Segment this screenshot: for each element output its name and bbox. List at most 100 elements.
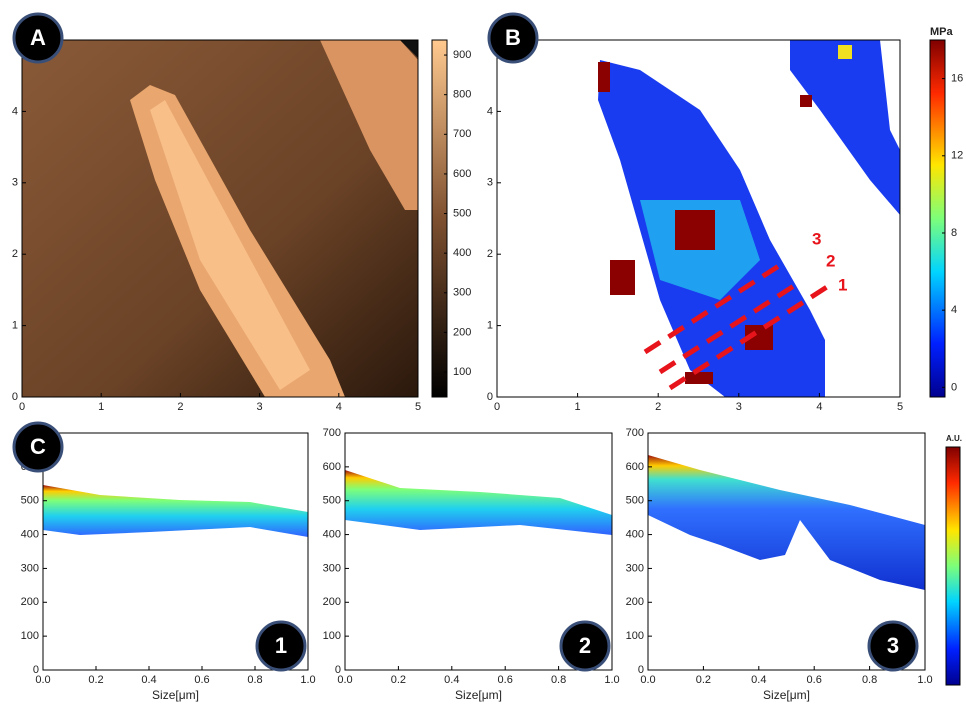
y-tick-label: 400 [323,528,341,540]
colorbar [431,39,448,398]
colorbar-label: MPa [930,26,954,38]
x-tick-label: 1.0 [917,674,932,686]
x-tick-label: 1.0 [300,674,315,686]
y-tick-label: 0 [335,664,341,676]
y-tick-label: 1 [12,320,18,332]
x-tick-label: 0.4 [141,674,156,686]
colorbar-tick-label: 4 [951,304,957,316]
x-tick-label: 0 [494,401,500,413]
x-tick-label: 0.8 [551,674,566,686]
x-tick-label: 0.0 [35,674,50,686]
x-tick-label: 2 [177,401,183,413]
x-axis-label: Size[μm] [763,688,810,702]
axes-frame [647,432,926,671]
x-tick-label: 0.2 [88,674,103,686]
x-tick-label: 1 [575,401,581,413]
axes-frame [344,432,613,671]
colorbar-tick-label: 16 [951,73,963,85]
badge-circle [12,12,64,64]
x-tick-label: 0.4 [751,674,766,686]
colorbar-label: A.U. [946,434,962,443]
panel-a-image [22,40,418,397]
y-tick-label: 2 [12,248,18,260]
y-tick-label: 200 [21,596,39,608]
y-tick-label: 0 [33,664,39,676]
colorbar-tick-label: 100 [453,366,471,378]
annotation: 1 [838,275,847,294]
colorbar [945,446,961,686]
badge-label: B [505,25,521,50]
colorbar-tick-label: 200 [453,326,471,338]
x-tick-label: 3 [736,401,742,413]
colorbar-tick-label: 400 [453,247,471,259]
x-tick-label: 0 [19,401,25,413]
y-tick-label: 200 [323,596,341,608]
x-axis-label: Size[μm] [455,688,502,702]
panel-badge: 3 [867,620,919,672]
badge-label: A [30,25,46,50]
y-tick-label: 4 [487,105,493,117]
panel-badge: C [12,421,64,473]
annotation: 2 [826,251,835,270]
y-tick-label: 400 [626,528,644,540]
x-axis-label: Size[μm] [152,688,199,702]
x-tick-label: 5 [415,401,421,413]
y-tick-label: 400 [21,528,39,540]
y-tick-label: 300 [21,562,39,574]
badge-label: C [30,434,46,459]
x-tick-label: 5 [897,401,903,413]
x-tick-label: 4 [336,401,342,413]
x-tick-label: 0.8 [247,674,262,686]
colorbar-tick-label: 0 [951,381,957,393]
y-tick-label: 3 [487,177,493,189]
y-tick-label: 200 [626,596,644,608]
colorbar-tick-label: 600 [453,168,471,180]
y-tick-label: 100 [21,630,39,642]
axes-frame [21,39,419,398]
y-tick-label: 700 [323,427,341,439]
x-tick-label: 0.0 [337,674,352,686]
y-tick-label: 300 [323,562,341,574]
badge-circle [255,620,307,672]
x-tick-label: 0.2 [391,674,406,686]
y-tick-label: 500 [626,495,644,507]
colorbar [929,39,946,398]
badge-label: 1 [275,633,287,658]
y-tick-label: 1 [487,320,493,332]
x-tick-label: 0.6 [194,674,209,686]
badge-circle [867,620,919,672]
y-tick-label: 500 [21,495,39,507]
y-tick-label: 700 [626,427,644,439]
colorbar-tick-label: 300 [453,287,471,299]
colorbar-tick-label: 700 [453,128,471,140]
colorbar-tick-label: 800 [453,89,471,101]
panel-badge: B [487,12,539,64]
panel-c-images [43,455,925,590]
panel-b-image [598,40,900,397]
x-tick-label: 2 [655,401,661,413]
x-tick-label: 3 [257,401,263,413]
y-tick-label: 100 [626,630,644,642]
axes-frame [496,39,901,398]
y-tick-label: 0 [638,664,644,676]
panel-badge: 1 [255,620,307,672]
y-tick-label: 0 [12,391,18,403]
panel-badge: A [12,12,64,64]
colorbar-tick-label: 12 [951,150,963,162]
y-tick-label: 2 [487,248,493,260]
x-tick-label: 4 [816,401,822,413]
colorbar-tick-label: 900 [453,49,471,61]
panel-badge: 2 [559,620,611,672]
y-tick-label: 0 [487,391,493,403]
x-tick-label: 1 [98,401,104,413]
y-tick-label: 600 [323,461,341,473]
x-tick-label: 0.8 [862,674,877,686]
y-tick-label: 3 [12,177,18,189]
colorbar-tick-label: 500 [453,207,471,219]
y-tick-label: 600 [626,461,644,473]
annotation: 3 [812,229,821,248]
colorbar-tick-label: 8 [951,227,957,239]
y-tick-label: 300 [626,562,644,574]
badge-circle [487,12,539,64]
x-tick-label: 0.6 [498,674,513,686]
